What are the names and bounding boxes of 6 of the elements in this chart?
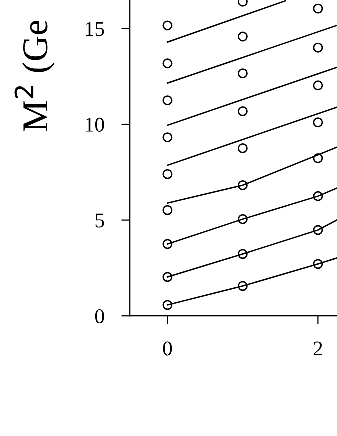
x-tick-label: 2 bbox=[314, 342, 322, 356]
y-tick-label: 15 bbox=[86, 22, 104, 36]
y-tick-label: 10 bbox=[86, 118, 104, 132]
y-tick-label: 0 bbox=[95, 309, 104, 324]
y-axis-title: M$^{2}$ (Ge bbox=[14, 20, 56, 132]
y-tick-label: 5 bbox=[96, 214, 104, 228]
